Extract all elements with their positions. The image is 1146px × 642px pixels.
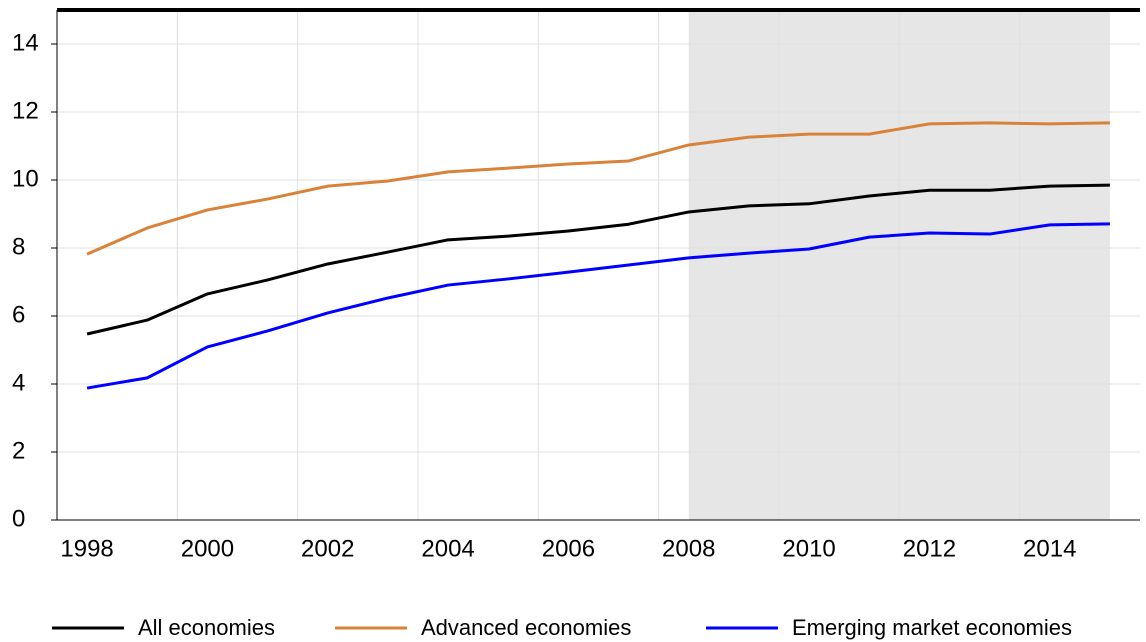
x-tick-label: 2014 — [1023, 535, 1076, 562]
x-tick-label: 2002 — [301, 535, 354, 562]
x-tick-label: 2012 — [903, 535, 956, 562]
legend-label: All economies — [138, 615, 275, 640]
x-tick-label: 2008 — [662, 535, 715, 562]
x-tick-label: 2004 — [421, 535, 474, 562]
series-line — [86, 183, 1110, 336]
y-tick-label: 4 — [12, 369, 25, 396]
y-tick-label: 8 — [12, 233, 25, 260]
y-tick-label: 0 — [12, 505, 25, 532]
y-tick-label: 14 — [12, 29, 39, 56]
legend-label: Emerging market economies — [792, 615, 1072, 640]
y-tick-label: 12 — [12, 97, 39, 124]
y-tick-label: 2 — [12, 437, 25, 464]
legend-label: Advanced economies — [421, 615, 631, 640]
x-tick-label: 2010 — [782, 535, 835, 562]
x-tick-label: 1998 — [60, 535, 113, 562]
series-line — [86, 121, 1110, 256]
y-tick-label: 6 — [12, 301, 25, 328]
x-tick-label: 2000 — [181, 535, 234, 562]
series-line — [86, 222, 1110, 390]
y-tick-label: 10 — [12, 165, 39, 192]
x-tick-label: 2006 — [542, 535, 595, 562]
